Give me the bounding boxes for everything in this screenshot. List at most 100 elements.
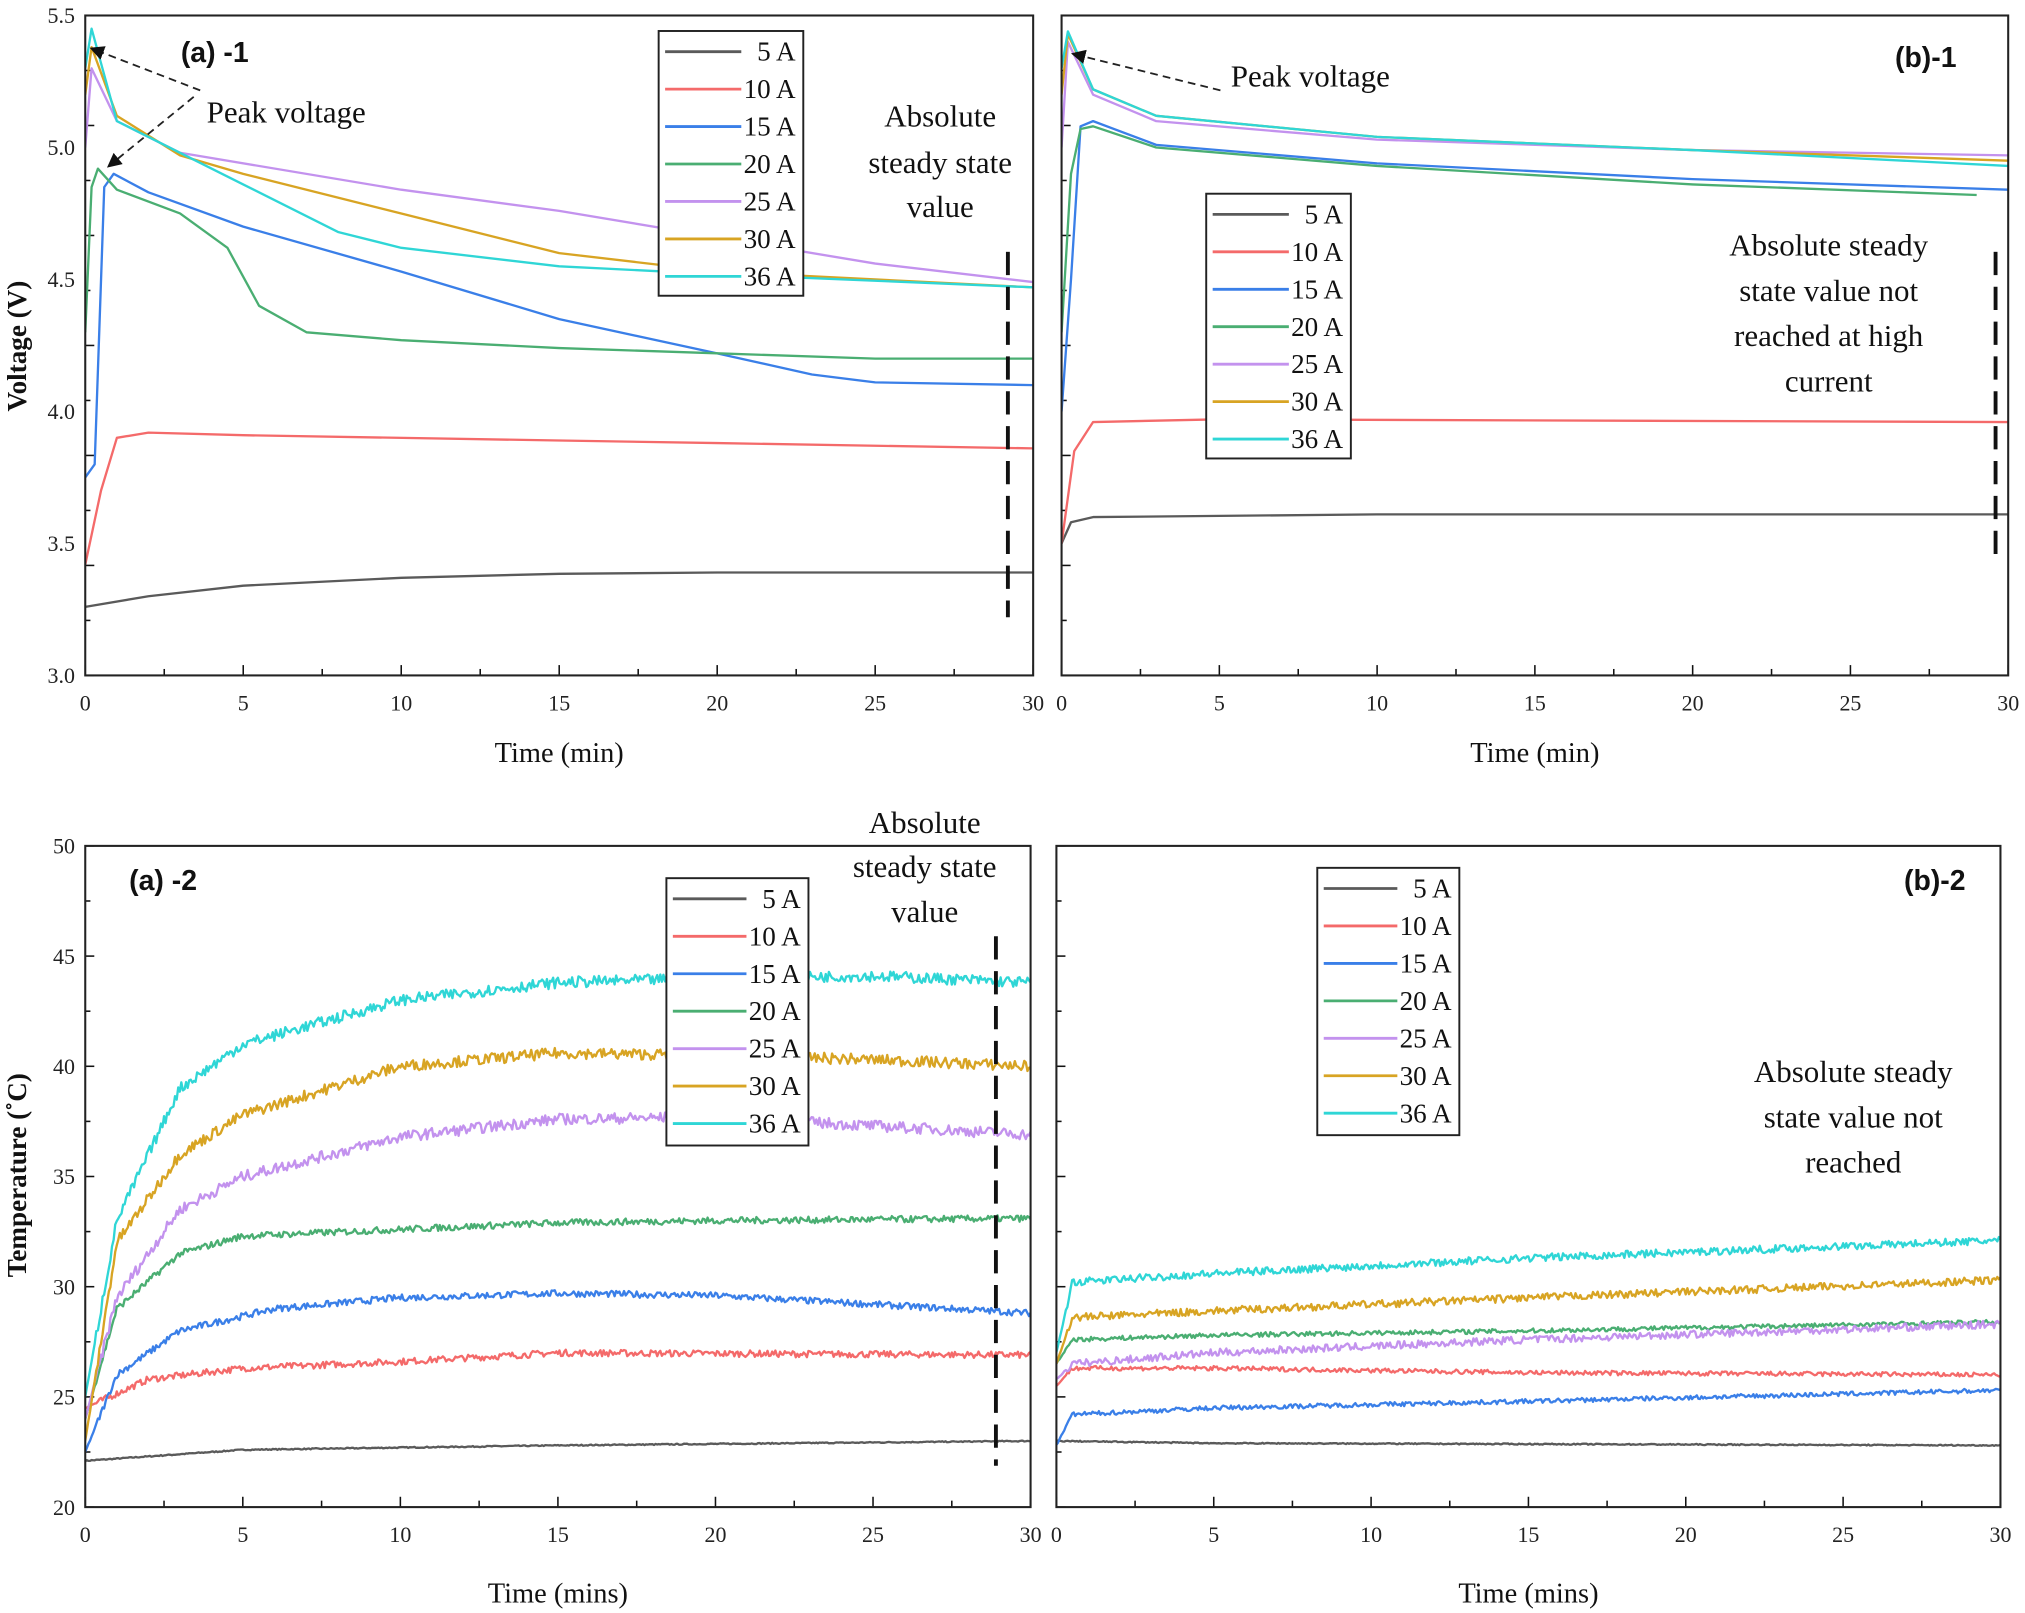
series-line-15a [1061, 119, 2009, 412]
series-line-30a [85, 1046, 1031, 1441]
series-line-30a [1061, 32, 2009, 162]
peak-voltage-arrow [89, 46, 201, 92]
x-axis-label: Time (min) [1470, 738, 1599, 769]
x-tick-label: 30 [1989, 1522, 2011, 1547]
x-tick-label: 10 [389, 1522, 411, 1547]
y-tick-label: 3.0 [47, 663, 74, 688]
panel-label: (b)-2 [1904, 865, 1966, 897]
x-axis-label: Time (mins) [1458, 1579, 1598, 1610]
plot-frame [1055, 844, 2002, 1509]
legend-label: 5 A [1305, 199, 1344, 229]
legend: 5 A 10 A 15 A 20 A 25 A 30 A 36 A [665, 877, 810, 1147]
series-line-10a [85, 431, 1034, 565]
x-tick-label: 5 [1208, 1522, 1219, 1547]
legend-label: 36 A [1291, 424, 1343, 454]
series-line-25a [85, 1110, 1031, 1419]
x-tick-label: 10 [1360, 1522, 1382, 1547]
series-line-36a [85, 970, 1031, 1398]
annotation-text: Peak voltage [207, 95, 366, 130]
y-tick-label: 30 [53, 1274, 75, 1299]
annotation-text: Absolute [869, 805, 981, 840]
annotation-text: value [891, 894, 958, 929]
y-tick-label: 50 [53, 834, 75, 859]
y-tick-label: 35 [53, 1164, 75, 1189]
y-tick-label: 45 [53, 944, 75, 969]
series-line-20a [85, 1214, 1031, 1420]
series-line-10a [85, 1348, 1031, 1410]
y-tick-label: 40 [53, 1054, 75, 1079]
series-line-25a [1061, 40, 2009, 157]
series-line-10a [1056, 1364, 2001, 1387]
legend: 5 A 10 A 15 A 20 A 25 A 30 A 36 A [1205, 192, 1352, 460]
x-tick-label: 15 [548, 690, 570, 715]
y-tick-label: 4.0 [47, 399, 74, 424]
panel-label: (a) -1 [181, 37, 249, 69]
y-tick-label: 4.5 [47, 267, 74, 292]
legend-label: 10 A [749, 921, 801, 951]
y-tick-label: 5.0 [47, 135, 74, 160]
x-tick-label: 20 [1675, 1522, 1697, 1547]
panel-0: 0 5 10 15 20 25 30 3.0 3.5 4.0 4.5 5.0 5.5 5 A 10 A 15 … [2, 3, 1044, 769]
plot-frame [1060, 14, 2010, 677]
panel-2: 0 5 10 15 20 25 30 20 25 30 35 40 45 50 5 A 10 A 15 A 20 … [2, 805, 1042, 1610]
annotation-text: Absolute [884, 99, 996, 134]
x-tick-label: 15 [547, 1522, 569, 1547]
series-line-5a [85, 1439, 1031, 1463]
x-tick-label: 25 [862, 1522, 884, 1547]
legend-label: 25 A [749, 1034, 801, 1064]
x-tick-label: 15 [1517, 1522, 1539, 1547]
annotation-text: steady state [868, 145, 1012, 180]
x-tick-label: 0 [1051, 1522, 1062, 1547]
plot-frame [84, 14, 1035, 677]
annotation-text: state value not [1764, 1099, 1943, 1134]
series-line-10a [1061, 418, 2009, 544]
x-tick-label: 25 [1839, 690, 1861, 715]
legend-label: 20 A [1291, 312, 1343, 342]
legend-label: 15 A [1400, 948, 1452, 978]
x-tick-label: 30 [1020, 1522, 1042, 1547]
annotation-text: value [907, 189, 974, 224]
peak-voltage-arrow [1070, 49, 1221, 92]
annotation-text: steady state [853, 849, 997, 884]
legend: 5 A 10 A 15 A 20 A 25 A 30 A 36 A [1316, 866, 1461, 1137]
legend-label: 5 A [757, 37, 796, 67]
series-line-15a [85, 1289, 1031, 1453]
y-axis-label: Temperature (˚C) [2, 1073, 32, 1277]
legend-label: 30 A [744, 224, 796, 254]
x-tick-label: 5 [1214, 690, 1225, 715]
y-tick-label: 20 [53, 1495, 75, 1520]
annotation-text: current [1785, 363, 1873, 398]
series-line-36a [1056, 1235, 2001, 1353]
y-axis-label: Voltage (V) [2, 281, 32, 412]
legend-label: 10 A [744, 74, 796, 104]
legend-label: 5 A [762, 884, 801, 914]
x-tick-label: 15 [1524, 690, 1546, 715]
legend-label: 36 A [744, 261, 796, 291]
annotation-text: reached [1805, 1145, 1902, 1180]
y-tick-label: 25 [53, 1385, 75, 1410]
series-line-5a [85, 571, 1034, 608]
series-line-36a [85, 27, 1034, 289]
series-line-15a [1056, 1387, 2001, 1446]
series-line-5a [1061, 513, 2009, 544]
annotation-text: Absolute steady [1754, 1054, 1953, 1089]
x-tick-label: 20 [1682, 690, 1704, 715]
legend-label: 25 A [1400, 1023, 1452, 1053]
x-tick-label: 25 [864, 690, 886, 715]
legend: 5 A 10 A 15 A 20 A 25 A 30 A 36 A [657, 30, 805, 297]
x-tick-label: 0 [80, 1522, 91, 1547]
peak-voltage-arrow [106, 96, 195, 168]
x-tick-label: 30 [1022, 690, 1044, 715]
series-line-20a [1056, 1318, 2001, 1365]
x-tick-label: 25 [1832, 1522, 1854, 1547]
panel-1: 0 5 10 15 20 25 30 5 A 10 A 15 A 20 A 25 A 30 A 36 A (… [1056, 14, 2019, 769]
legend-label: 15 A [749, 959, 801, 989]
y-tick-label: 5.5 [47, 3, 74, 28]
x-axis-label: Time (min) [495, 738, 624, 769]
series-line-15a [85, 172, 1034, 479]
annotation-text: Peak voltage [1231, 59, 1390, 94]
legend-label: 10 A [1400, 911, 1452, 941]
legend-label: 20 A [749, 996, 801, 1026]
legend-label: 15 A [1291, 274, 1343, 304]
legend-label: 5 A [1413, 874, 1452, 904]
